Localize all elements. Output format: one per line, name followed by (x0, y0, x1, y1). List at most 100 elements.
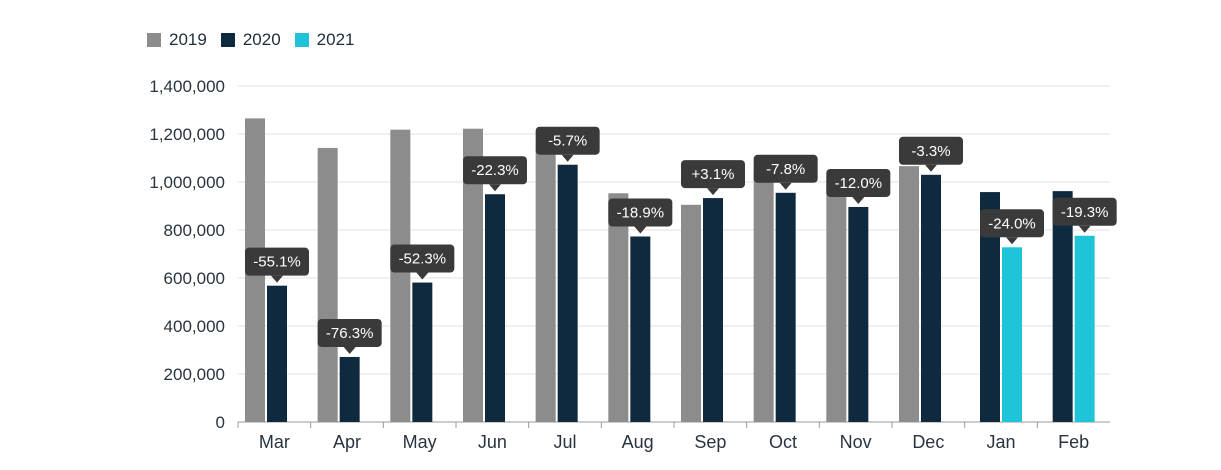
legend-label: 2020 (242, 30, 281, 49)
legend-swatch (220, 33, 235, 47)
bar-2019-Dec (899, 166, 919, 422)
callout-pointer (416, 272, 429, 280)
legend-item-2020: 2020 (220, 30, 281, 50)
bar-2020-Oct (775, 192, 796, 422)
callout-box (317, 318, 382, 347)
pct-change-callout: -24.0% (980, 209, 1044, 245)
legend-item-2019: 2019 (147, 30, 207, 50)
callout-label: -7.8% (766, 161, 805, 178)
callout-label: -55.1% (253, 254, 301, 271)
x-category-label: Aug (622, 432, 654, 452)
y-tick-label: 600,000 (164, 269, 225, 288)
callout-box (899, 136, 963, 165)
bar-2020-Jun (485, 194, 505, 422)
y-tick-label: 1,000,000 (149, 173, 225, 192)
pct-change-callout: -22.3% (463, 156, 527, 192)
pct-change-callout: -7.8% (753, 154, 818, 190)
y-tick-label: 200,000 (164, 365, 225, 384)
callout-box (826, 168, 891, 197)
legend-swatch (147, 33, 161, 47)
bar-2020-Jul (557, 164, 578, 422)
pct-change-callout: -52.3% (390, 244, 455, 280)
callout-pointer (561, 154, 574, 162)
callout-label: +3.1% (692, 166, 735, 183)
callout-pointer (271, 275, 283, 283)
pct-change-callout: -19.3% (1052, 197, 1117, 233)
x-category-label: Oct (769, 432, 797, 452)
callout-label: -5.7% (548, 133, 587, 150)
callout-label: -12.0% (835, 175, 883, 192)
callout-label: -3.3% (911, 143, 950, 160)
x-category-label: Sep (694, 432, 726, 452)
x-category-label: Dec (912, 432, 944, 452)
pct-change-callout: -76.3% (317, 318, 382, 354)
callout-pointer (1006, 237, 1018, 245)
callout-label: -76.3% (326, 325, 374, 342)
y-tick-label: 1,400,000 (149, 77, 225, 96)
bar-2020-Jan (980, 192, 1000, 422)
legend-label: 2021 (316, 30, 355, 49)
y-tick-label: 0 (216, 413, 225, 432)
callout-box (980, 209, 1044, 238)
callout-pointer (1078, 225, 1091, 233)
callout-pointer (634, 226, 647, 234)
bar-2019-Oct (753, 173, 774, 422)
callout-box (753, 154, 818, 183)
pct-change-callout: +3.1% (681, 160, 745, 196)
legend-label: 2019 (169, 30, 207, 49)
bar-2020-Apr (339, 356, 360, 422)
bar-2019-Aug (608, 193, 629, 422)
callout-pointer (489, 184, 501, 192)
pct-change-callout: -3.3% (899, 136, 963, 172)
bar-2020-Feb (1052, 191, 1073, 422)
bar-2020-Sep (703, 198, 723, 422)
callout-label: -19.3% (1061, 204, 1109, 221)
bar-2019-Jul (535, 149, 556, 423)
callout-box (535, 126, 600, 155)
pct-change-callout: -55.1% (245, 247, 309, 283)
callout-box (681, 160, 745, 189)
callout-pointer (852, 196, 865, 204)
y-tick-label: 400,000 (164, 317, 225, 336)
x-category-label: Mar (259, 432, 290, 452)
callout-pointer (925, 164, 937, 172)
callout-box (245, 247, 309, 276)
x-category-label: Feb (1058, 432, 1089, 452)
callout-label: -52.3% (399, 251, 447, 268)
x-category-label: Apr (333, 432, 361, 452)
callout-pointer (343, 346, 356, 354)
callout-pointer (779, 182, 792, 190)
callout-pointer (707, 188, 719, 196)
callout-box (463, 156, 527, 185)
x-category-label: Jan (986, 432, 1015, 452)
callout-label: -24.0% (988, 215, 1036, 232)
callout-label: -22.3% (471, 162, 519, 179)
x-category-label: May (403, 432, 437, 452)
x-category-label: Jul (553, 432, 576, 452)
y-tick-label: 800,000 (164, 221, 225, 240)
callout-box (1052, 197, 1117, 226)
y-tick-label: 1,200,000 (149, 125, 225, 144)
chart-legend: 2019 2020 2021 (147, 28, 368, 52)
bar-2021-Jan (1002, 247, 1022, 422)
bar-2019-Nov (826, 177, 847, 422)
bar-2020-Mar (267, 285, 287, 422)
callout-box (608, 198, 673, 227)
pct-change-callout: -18.9% (608, 198, 673, 234)
x-category-label: Jun (478, 432, 507, 452)
bar-2019-Apr (317, 147, 338, 423)
bar-2020-Dec (921, 174, 941, 422)
bar-2021-Feb (1074, 235, 1095, 422)
bar-2020-Aug (630, 236, 651, 422)
pct-change-callout: -5.7% (535, 126, 600, 162)
x-category-label: Nov (840, 432, 872, 452)
bar-2019-Jun (463, 128, 483, 422)
legend-swatch (294, 33, 309, 47)
callout-label: -18.9% (617, 204, 665, 221)
bar-2019-Sep (681, 204, 701, 422)
bar-2019-May (390, 129, 411, 422)
legend-item-2021: 2021 (294, 30, 355, 50)
pct-change-callout: -12.0% (826, 168, 891, 204)
bar-2020-May (412, 282, 433, 422)
